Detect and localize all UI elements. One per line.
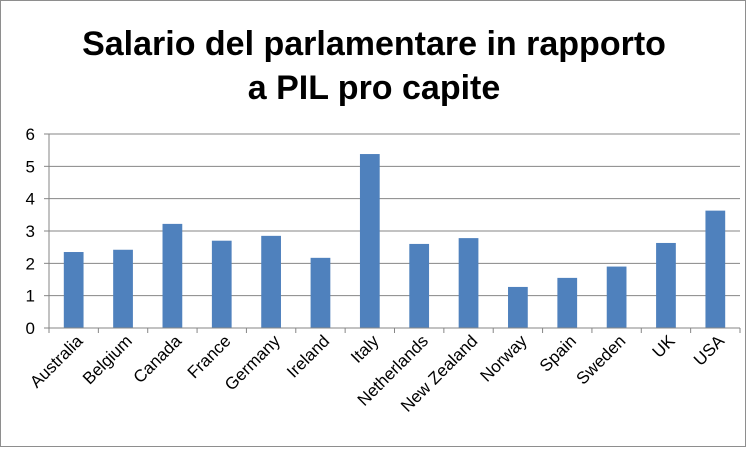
x-tick-label: Norway: [477, 331, 532, 386]
bar-norway: [508, 286, 528, 328]
bar-spain: [557, 277, 578, 328]
x-tick-label: Canada: [130, 331, 186, 387]
x-tick-label: Belgium: [79, 331, 136, 388]
x-tick-label: UK: [649, 331, 680, 362]
x-tick-label: Spain: [536, 331, 580, 375]
x-tick-label: Germany: [221, 331, 284, 394]
bar-usa: [705, 210, 726, 328]
x-tick-label: Italy: [347, 331, 383, 367]
y-tick-label: 0: [26, 319, 35, 338]
bar-germany: [261, 235, 281, 328]
y-tick-label: 4: [26, 190, 35, 209]
bar-netherlands: [409, 243, 430, 328]
x-tick-label: USA: [690, 331, 729, 370]
bar-uk: [656, 242, 676, 328]
y-tick-label: 6: [26, 125, 35, 144]
bar-italy: [359, 154, 380, 328]
chart-title-line-1: Salario del parlamentare in rapporto: [82, 25, 666, 63]
bar-sweden: [606, 266, 627, 328]
x-tick-label: Ireland: [283, 331, 333, 381]
y-tick-label: 2: [26, 254, 35, 273]
y-tick-label: 1: [26, 287, 35, 306]
y-tick-label: 5: [26, 157, 35, 176]
chart-title-line-2: a PIL pro capite: [247, 69, 501, 107]
bar-canada: [162, 223, 183, 328]
bar-ireland: [310, 257, 331, 328]
chart-title: Salario del parlamentare in rapporto a P…: [0, 22, 748, 110]
y-tick-label: 3: [26, 222, 35, 241]
bar-belgium: [113, 249, 133, 328]
bar-france: [211, 240, 232, 328]
bar-new-zealand: [458, 238, 479, 328]
bar-australia: [63, 252, 84, 328]
x-tick-label: Sweden: [573, 331, 630, 388]
x-tick-label: Australia: [26, 331, 87, 392]
